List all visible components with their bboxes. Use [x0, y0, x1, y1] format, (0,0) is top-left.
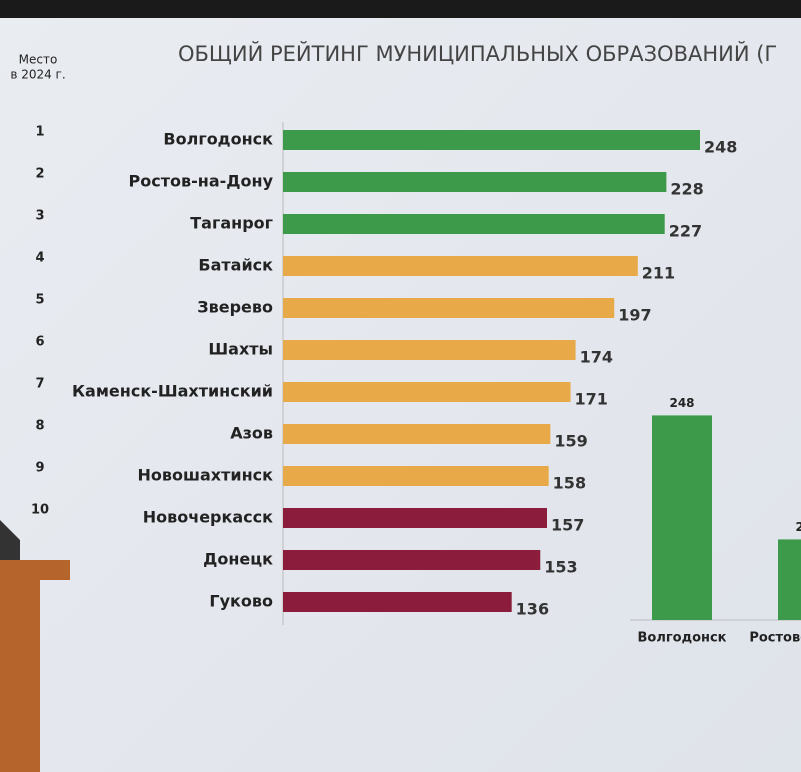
- value-label: 171: [575, 390, 608, 409]
- value-label: 227: [669, 222, 702, 241]
- value-label: 228: [795, 520, 801, 534]
- bar: [283, 298, 615, 318]
- category-label: Таганрог: [190, 214, 273, 233]
- value-label: 136: [516, 600, 549, 619]
- value-label: 228: [670, 180, 703, 199]
- rank-label: 8: [35, 419, 44, 434]
- bar: [283, 256, 638, 276]
- rank-label: 7: [35, 377, 44, 392]
- rank-label: 4: [35, 251, 44, 266]
- microphone: [0, 520, 20, 560]
- category-label: Зверево: [197, 298, 273, 317]
- bar: [283, 592, 512, 612]
- value-label: 153: [544, 558, 577, 577]
- bar: [283, 424, 551, 444]
- x-tick-label: Ростов-на-Дону: [749, 631, 801, 646]
- rank-label: 6: [35, 335, 44, 350]
- rank-label: 10: [31, 503, 49, 518]
- category-label: Ростов-на-Дону: [129, 172, 274, 191]
- bar: [283, 550, 541, 570]
- value-label: 211: [642, 264, 675, 283]
- bar: [283, 466, 549, 486]
- bar: [652, 415, 712, 620]
- podium: [0, 560, 70, 772]
- category-label: Волгодонск: [163, 130, 273, 149]
- category-label: Шахты: [208, 340, 273, 359]
- category-label: Гуково: [209, 592, 273, 611]
- rank-header: Место: [19, 53, 58, 67]
- rank-label: 1: [35, 125, 44, 140]
- category-label: Новошахтинск: [138, 466, 274, 485]
- value-label: 248: [669, 396, 694, 410]
- value-label: 158: [553, 474, 586, 493]
- rank-label: 3: [35, 209, 44, 224]
- rank-label: 9: [35, 461, 44, 476]
- bar: [283, 130, 701, 150]
- category-label: Батайск: [198, 256, 273, 275]
- category-label: Донецк: [203, 550, 273, 569]
- value-label: 174: [580, 348, 613, 367]
- category-label: Каменск-Шахтинский: [72, 382, 273, 401]
- rank-label: 2: [35, 167, 44, 182]
- value-label: 248: [704, 138, 737, 157]
- category-label: Новочеркасск: [143, 508, 273, 527]
- chart-title: ОБЩИЙ РЕЙТИНГ МУНИЦИПАЛЬНЫХ ОБРАЗОВАНИЙ …: [178, 41, 777, 66]
- bar: [778, 539, 801, 620]
- value-label: 157: [551, 516, 584, 535]
- rank-label: 5: [35, 293, 44, 308]
- bar: [283, 340, 576, 360]
- category-label: Азов: [230, 424, 273, 443]
- value-label: 197: [618, 306, 651, 325]
- bar: [283, 172, 667, 192]
- bar: [283, 508, 547, 528]
- x-tick-label: Волгодонск: [637, 631, 726, 646]
- rank-header: в 2024 г.: [10, 68, 65, 82]
- bar: [283, 382, 571, 402]
- bar: [283, 214, 665, 234]
- value-label: 159: [554, 432, 587, 451]
